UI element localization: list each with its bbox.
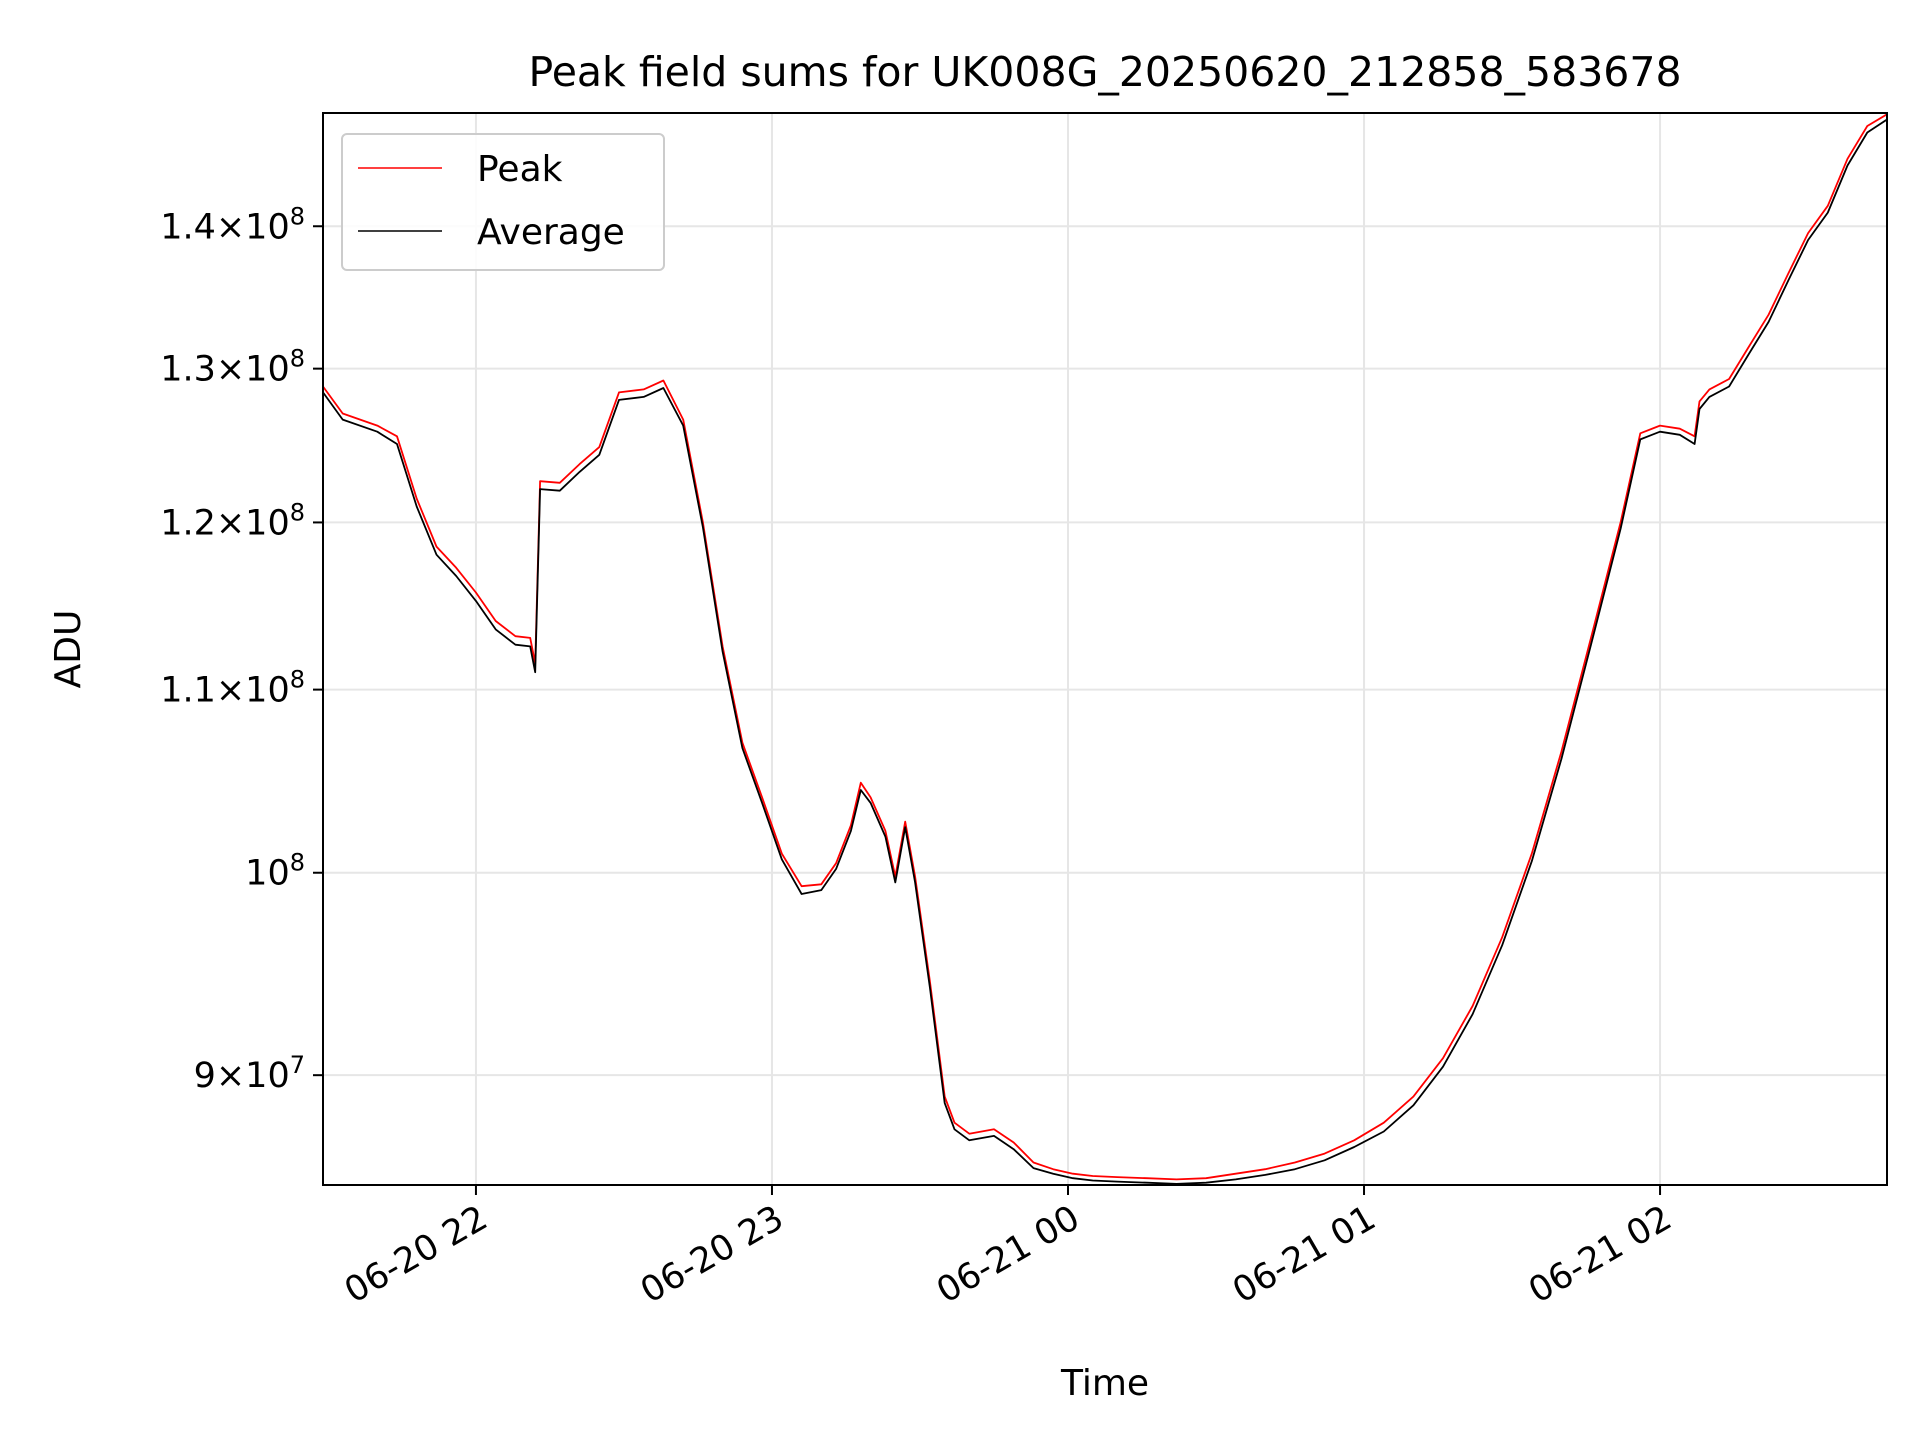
x-axis-label: Time	[1060, 1363, 1149, 1404]
series-layer	[323, 113, 1887, 1185]
y-tick-label: 9×107	[194, 1051, 305, 1096]
chart-title: Peak field sums for UK008G_20250620_2128…	[528, 48, 1681, 96]
series-line-peak	[323, 113, 1887, 1181]
y-tick-label: 1.4×108	[160, 202, 305, 247]
legend-average-label: Average	[477, 212, 625, 253]
y-tick-label: 1.3×108	[160, 345, 305, 390]
y-axis-label: ADU	[48, 610, 89, 689]
series-line-average	[323, 118, 1887, 1185]
y-tick-label: 1.1×108	[160, 666, 305, 711]
plot-frame	[322, 112, 1888, 1186]
legend: Peak Average	[341, 133, 665, 271]
legend-peak-label: Peak	[477, 149, 563, 190]
y-tick-label: 1.2×108	[160, 498, 305, 543]
grid	[323, 113, 1887, 1185]
y-tick-label: 108	[245, 849, 305, 894]
